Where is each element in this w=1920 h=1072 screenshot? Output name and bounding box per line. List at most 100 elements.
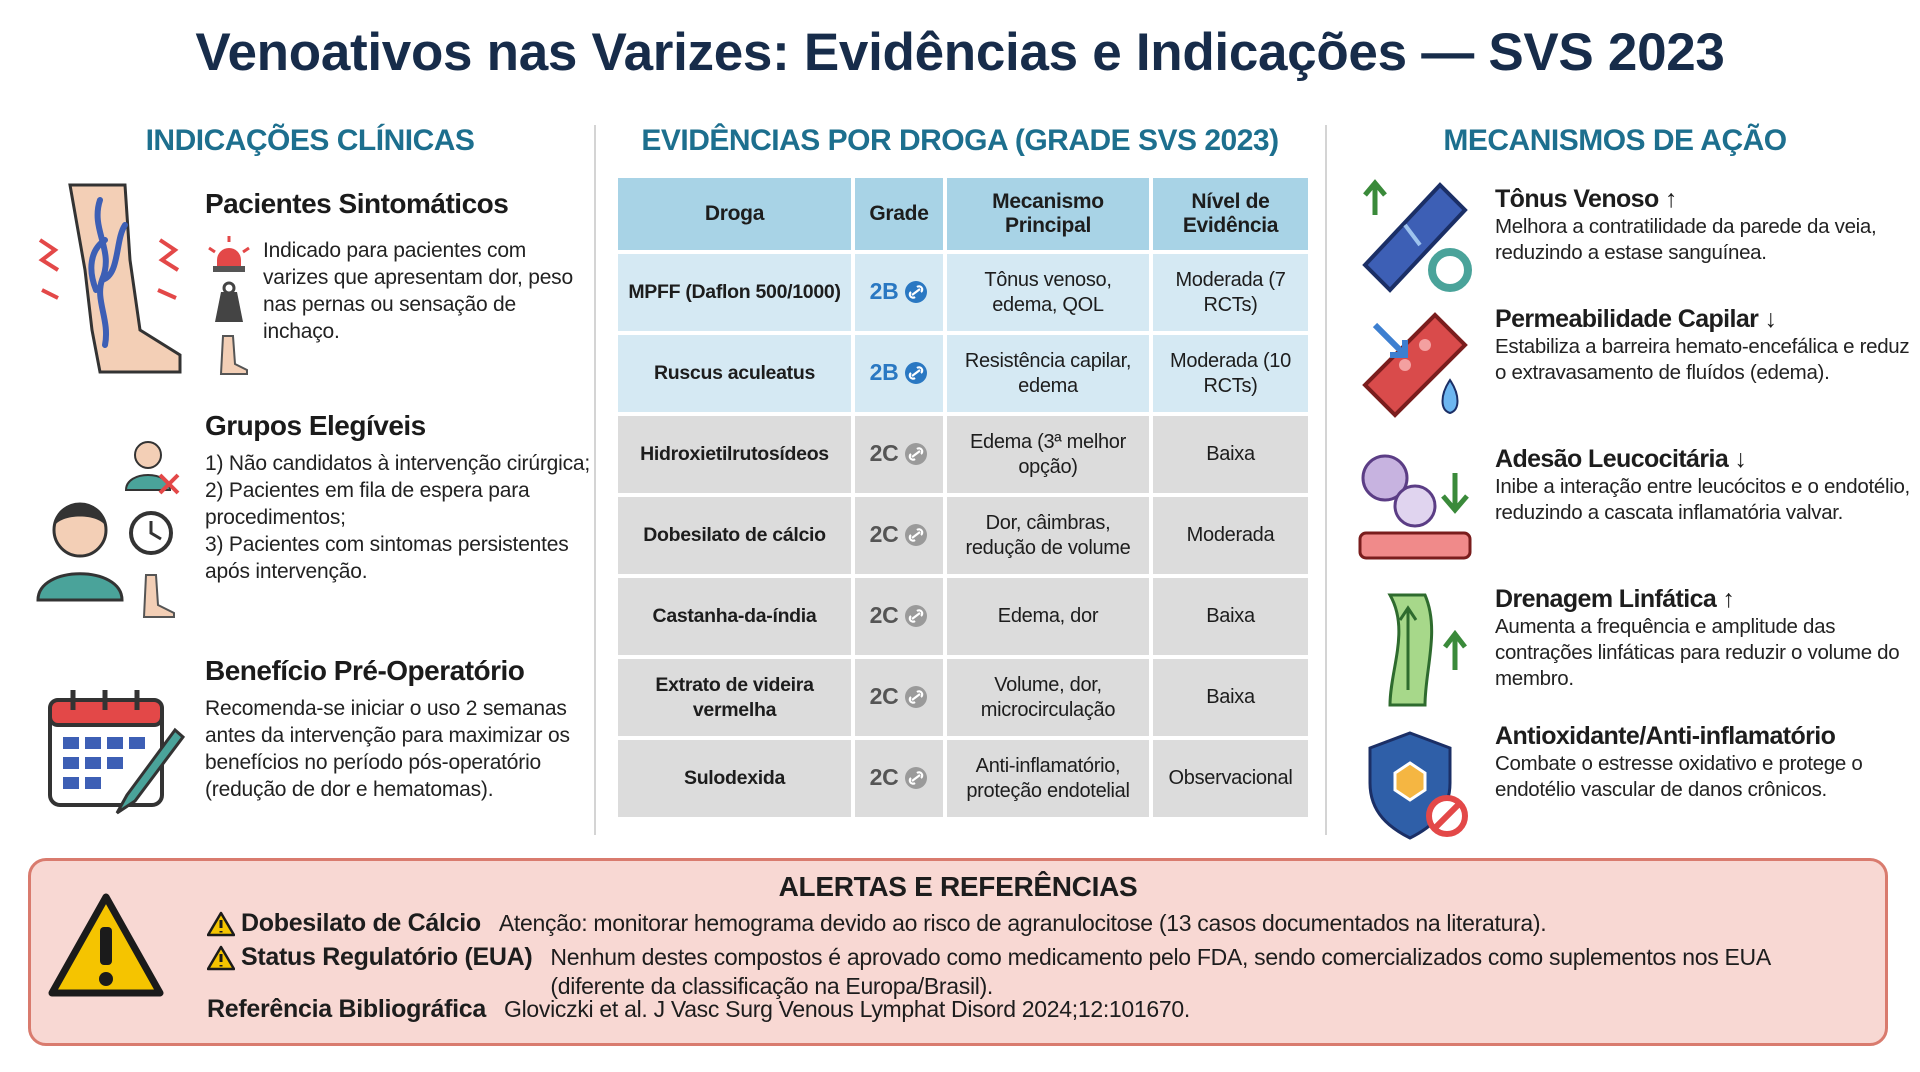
warning-icon	[48, 893, 164, 997]
mechanism-text: Estabiliza a barreira hemato-encefálica …	[1495, 335, 1910, 384]
mechanism-title: Permeabilidade Capilar ↓	[1495, 305, 1777, 333]
drug-name: Ruscus aculeatus	[618, 335, 851, 412]
table-row: Dobesilato de cálcio 2C Dor, câimbras, red…	[618, 497, 1308, 574]
table-cell: Volume, dor, microcirculação	[947, 659, 1149, 736]
table-body: MPFF (Daflon 500/1000) 2B Tônus venoso, ed…	[618, 254, 1308, 817]
divider	[594, 125, 596, 835]
grade-badge: 2C	[870, 441, 929, 466]
group-item: 3) Pacientes com sintomas persistentes a…	[205, 533, 569, 583]
drug-name: Hidroxietilrutosídeos	[618, 416, 851, 493]
column-header: Grade	[855, 178, 943, 250]
grade-badge: 2B	[870, 279, 929, 304]
table-row: Ruscus aculeatus 2B Resistência capilar, e…	[618, 335, 1308, 412]
grade-cell: 2C	[855, 497, 943, 574]
table-cell: Baixa	[1153, 659, 1308, 736]
vein-tone-icon	[1362, 179, 1472, 293]
grade-label: 2C	[869, 683, 899, 709]
mechanism-text: Aumenta a frequência e amplitude das con…	[1495, 615, 1900, 690]
link-glyph	[909, 689, 924, 704]
link-icon	[905, 280, 928, 303]
grade-cell: 2B	[855, 254, 943, 331]
column-header: Droga	[618, 178, 851, 250]
grade-cell: 2C	[855, 578, 943, 655]
divider	[1325, 125, 1327, 835]
link-glyph	[909, 365, 924, 380]
grade-cell: 2B	[855, 335, 943, 412]
grade-badge: 2C	[870, 684, 929, 709]
reference-label: Referência Bibliográfica	[207, 995, 487, 1023]
table-cell: Baixa	[1153, 416, 1308, 493]
table-cell: Anti-inflamatório, proteção endotelial	[947, 740, 1149, 817]
table-cell: Resistência capilar, edema	[947, 335, 1149, 412]
table-row: MPFF (Daflon 500/1000) 2B Tônus venoso, ed…	[618, 254, 1308, 331]
warning-mini-icon	[207, 911, 235, 937]
drug-name: MPFF (Daflon 500/1000)	[618, 254, 851, 331]
table-row: Extrato de videira vermelha 2C Volume, dor…	[618, 659, 1308, 736]
alert-text: Atenção: monitorar hemograma devido ao r…	[498, 910, 1547, 936]
column-header: Nível de Evidência	[1153, 178, 1308, 250]
capillary-icon	[1362, 312, 1468, 418]
link-icon	[905, 604, 928, 627]
mechanism-item: Tônus Venoso ↑ Melhora a contratilidade d…	[1495, 185, 1910, 266]
grade-label: 2C	[869, 764, 899, 790]
table-cell: Tônus venoso, edema, QOL	[947, 254, 1149, 331]
alerts-heading: ALERTAS E REFERÊNCIAS	[778, 871, 1138, 902]
table-cell: Observacional	[1153, 740, 1308, 817]
mechanism-item: Adesão Leucocitária ↓ Inibe a interação e…	[1495, 445, 1910, 526]
drug-name: Castanha-da-índia	[618, 578, 851, 655]
table-cell: Moderada (10 RCTs)	[1153, 335, 1308, 412]
table-cell: Baixa	[1153, 578, 1308, 655]
grade-cell: 2C	[855, 416, 943, 493]
mechanism-title: Adesão Leucocitária ↓	[1495, 445, 1747, 473]
table-cell: Moderada (7 RCTs)	[1153, 254, 1308, 331]
mechanism-title: Drenagem Linfática ↑	[1495, 585, 1735, 613]
table-row: Sulodexida 2C Anti-inflamatório, proteção …	[618, 740, 1308, 817]
link-glyph	[909, 527, 924, 542]
groups-list: 1) Não candidatos à intervenção cirúrgic…	[205, 450, 590, 585]
reference-text: Gloviczki et al. J Vasc Surg Venous Lymp…	[504, 996, 1190, 1022]
grade-badge: 2C	[870, 765, 929, 790]
reference-row: Referência Bibliográfica Gloviczki et al.…	[207, 995, 1867, 1024]
grade-label: 2B	[869, 359, 899, 385]
mechanism-title: Tônus Venoso ↑	[1495, 185, 1678, 213]
grade-badge: 2C	[870, 603, 929, 628]
grade-cell: 2C	[855, 740, 943, 817]
link-icon	[905, 685, 928, 708]
alerts-box: ALERTAS E REFERÊNCIAS Dobesilato de Cálc…	[28, 858, 1888, 1046]
link-glyph	[909, 770, 924, 785]
link-glyph	[909, 446, 924, 461]
calendar-icon	[48, 690, 185, 815]
drug-name: Sulodexida	[618, 740, 851, 817]
link-icon	[905, 442, 928, 465]
section-title: Pacientes Sintomáticos	[205, 188, 509, 219]
alert-label: Status Regulatório (EUA)	[241, 943, 533, 971]
mechanism-title: Antioxidante/Anti-inflamatório	[1495, 722, 1836, 750]
mechanism-item: Permeabilidade Capilar ↓ Estabiliza a bar…	[1495, 305, 1910, 386]
lymph-icon	[1387, 593, 1467, 707]
grade-label: 2B	[869, 278, 899, 304]
grade-label: 2C	[869, 440, 899, 466]
alert-row: Dobesilato de Cálcio Atenção: monitorar h…	[207, 909, 1867, 938]
group-item: 1) Não candidatos à intervenção cirúrgic…	[205, 452, 590, 475]
link-glyph	[909, 608, 924, 623]
mechanism-text: Combate o estresse oxidativo e protege o…	[1495, 752, 1863, 801]
mechanisms-heading: MECANISMOS DE AÇÃO	[1443, 124, 1787, 157]
table-row: Castanha-da-índia 2C Edema, dor Baixa	[618, 578, 1308, 655]
drug-name: Extrato de videira vermelha	[618, 659, 851, 736]
evidence-table: Droga Grade Mecanismo Principal Nível de Ev…	[614, 174, 1312, 821]
leg-icon	[38, 183, 182, 374]
column-header: Mecanismo Principal	[947, 178, 1149, 250]
grade-cell: 2C	[855, 659, 943, 736]
section-title: Benefício Pré-Operatório	[205, 655, 525, 686]
evidence-heading: EVIDÊNCIAS POR DROGA (GRADE SVS 2023)	[641, 124, 1279, 157]
table-cell: Moderada	[1153, 497, 1308, 574]
groups-icon	[36, 441, 180, 618]
drug-name: Dobesilato de cálcio	[618, 497, 851, 574]
link-glyph	[909, 284, 924, 299]
section-title: Grupos Elegíveis	[205, 410, 426, 441]
mechanism-item: Antioxidante/Anti-inflamatório Combate o …	[1495, 722, 1910, 803]
warning-mini-icon	[207, 945, 235, 971]
group-item: 2) Pacientes em fila de espera para proc…	[205, 479, 530, 529]
mechanism-item: Drenagem Linfática ↑ Aumenta a frequência…	[1495, 585, 1910, 692]
